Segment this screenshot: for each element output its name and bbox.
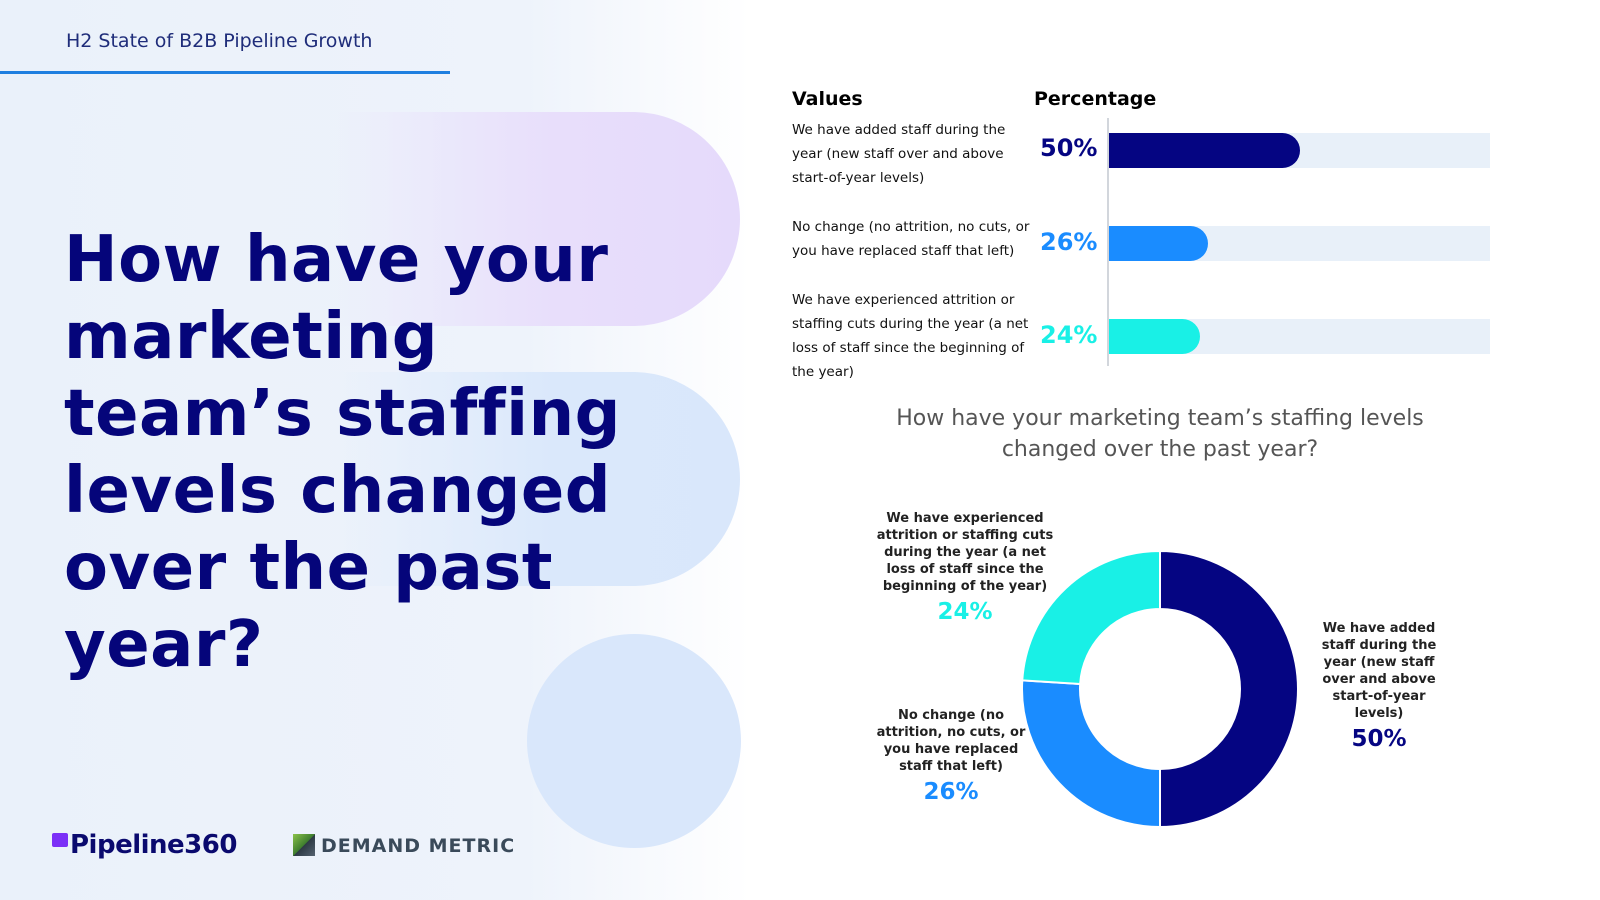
donut-slice-value: 26%	[923, 779, 979, 805]
bar	[1109, 319, 1201, 354]
donut-slice	[1021, 679, 1161, 829]
decorative-circle	[527, 634, 741, 848]
bar-value-label: 26%	[1040, 228, 1098, 256]
bar-category-label: We have added staff during the year (new…	[792, 122, 1006, 186]
report-title: H2 State of B2B Pipeline Growth	[66, 30, 373, 52]
bar-axis-line	[1107, 118, 1109, 366]
decorative-pill-shape	[330, 112, 740, 326]
bar-category-label: We have experienced attrition or staffin…	[792, 292, 1029, 380]
donut-slice	[1021, 549, 1161, 686]
column-header-percentage: Percentage	[1034, 88, 1157, 110]
bar-value-label: 50%	[1040, 134, 1098, 162]
donut-slice-label: We have added staff during the year (new…	[1318, 620, 1440, 756]
pipeline360-logo-text: Pipeline360	[70, 830, 237, 860]
bar-track	[1109, 319, 1490, 354]
bar-value-label: 24%	[1040, 321, 1098, 349]
column-header-values: Values	[792, 88, 863, 110]
donut-slice-label-text: We have experienced attrition or staffin…	[876, 511, 1054, 594]
donut-slice-label-text: We have added staff during the year (new…	[1321, 621, 1437, 721]
pipeline360-logo: Pipeline360	[52, 830, 237, 860]
donut-slice-value: 50%	[1351, 726, 1407, 752]
slide-headline: How have your marketing team’s staffing …	[64, 223, 621, 682]
demand-metric-logo: DEMAND METRIC	[293, 834, 515, 857]
bar	[1109, 226, 1209, 261]
donut-slice-label-text: No change (no attrition, no cuts, or you…	[876, 708, 1026, 774]
bar-track	[1109, 133, 1490, 168]
bar-track	[1109, 226, 1490, 261]
bar	[1109, 133, 1300, 168]
donut-chart	[1021, 549, 1299, 829]
donut-slice-label: We have experienced attrition or staffin…	[876, 510, 1054, 629]
donut-slice	[1159, 549, 1299, 829]
bar-category-label: No change (no attrition, no cuts, or you…	[792, 219, 1030, 259]
donut-slice-label: No change (no attrition, no cuts, or you…	[876, 707, 1026, 809]
donut-slice-value: 24%	[937, 599, 993, 625]
pipeline360-logo-icon	[52, 833, 68, 847]
decorative-pill-shape	[330, 372, 740, 586]
donut-chart-title: How have your marketing team’s staffing …	[896, 406, 1424, 462]
header-rule	[0, 71, 450, 74]
demand-metric-logo-icon	[293, 834, 315, 856]
demand-metric-logo-text: DEMAND METRIC	[321, 835, 516, 857]
